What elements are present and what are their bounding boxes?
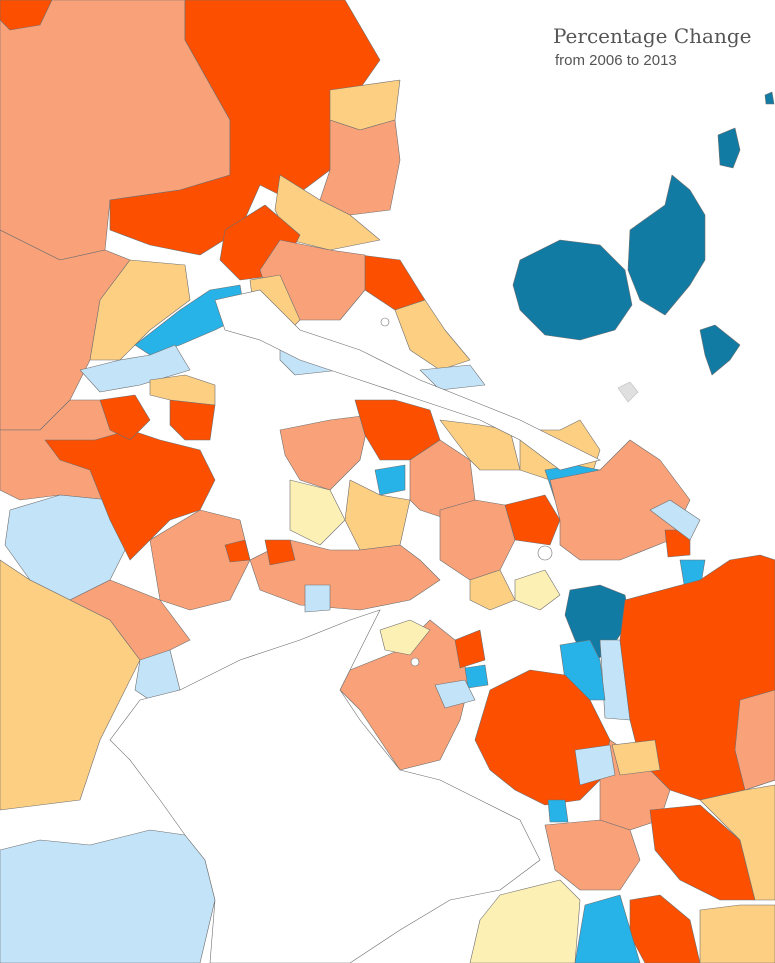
region-central-light	[289, 479, 346, 546]
region-south-blue-mid	[547, 799, 569, 823]
region-island-tiny	[764, 91, 775, 105]
harbour-south-water	[109, 609, 541, 963]
region-south-light-blue-mid	[574, 744, 616, 786]
islet	[537, 545, 553, 561]
region-peninsula-tip	[394, 299, 471, 371]
region-south-bottom-light	[469, 879, 581, 963]
region-island-east	[627, 174, 706, 316]
map-subtitle: from 2006 to 2013	[555, 52, 677, 69]
region-east-coast-salmon	[734, 689, 775, 791]
region-island-west	[512, 239, 633, 341]
region-creek-light	[79, 344, 191, 393]
region-central-blue	[374, 464, 406, 496]
region-west-bottom-yellow	[0, 559, 141, 811]
region-south-bottom-blue	[574, 894, 641, 963]
region-east-light	[649, 499, 701, 541]
region-south-salmon-west	[339, 619, 471, 771]
region-central-south-red	[264, 539, 296, 566]
region-south-light-blue	[434, 679, 476, 709]
harbour-channel	[214, 289, 601, 471]
region-south-light	[379, 619, 431, 656]
region-south-red-small	[454, 629, 486, 669]
region-southwest-blue	[0, 829, 216, 963]
region-island-north	[717, 127, 741, 169]
islet	[410, 657, 420, 667]
islet	[380, 317, 390, 327]
legend-title-block: Percentage Change from 2006 to 2013	[553, 24, 751, 69]
region-south-red-lower	[649, 804, 756, 901]
region-central-north	[279, 414, 371, 491]
region-west-top-corner	[0, 0, 53, 31]
region-west-yellow-band	[89, 259, 191, 361]
region-cluster-yellow	[149, 374, 216, 406]
region-central-south-light	[304, 584, 331, 613]
region-mid-salmon	[149, 509, 251, 611]
region-mid-east-yellow	[469, 569, 516, 611]
region-mid-east-salmon	[439, 499, 516, 581]
map-title: Percentage Change	[553, 24, 752, 48]
region-peninsula-light	[419, 364, 486, 391]
region-coast-strip-mid	[319, 119, 401, 216]
region-south-lower	[544, 819, 641, 891]
region-south-blue-small	[464, 664, 489, 689]
region-island-south	[699, 324, 741, 376]
region-south-red-large	[474, 669, 611, 806]
region-central-south	[249, 539, 441, 611]
region-coast-strip-south	[274, 174, 381, 251]
region-cluster-red-north	[99, 394, 151, 441]
region-south-yellow-lower	[699, 784, 775, 901]
region-island-grey	[617, 381, 639, 403]
region-mid-east-light	[514, 569, 561, 611]
region-south-yellow-bottom	[699, 904, 775, 963]
region-south-yellow-mid	[611, 739, 661, 776]
